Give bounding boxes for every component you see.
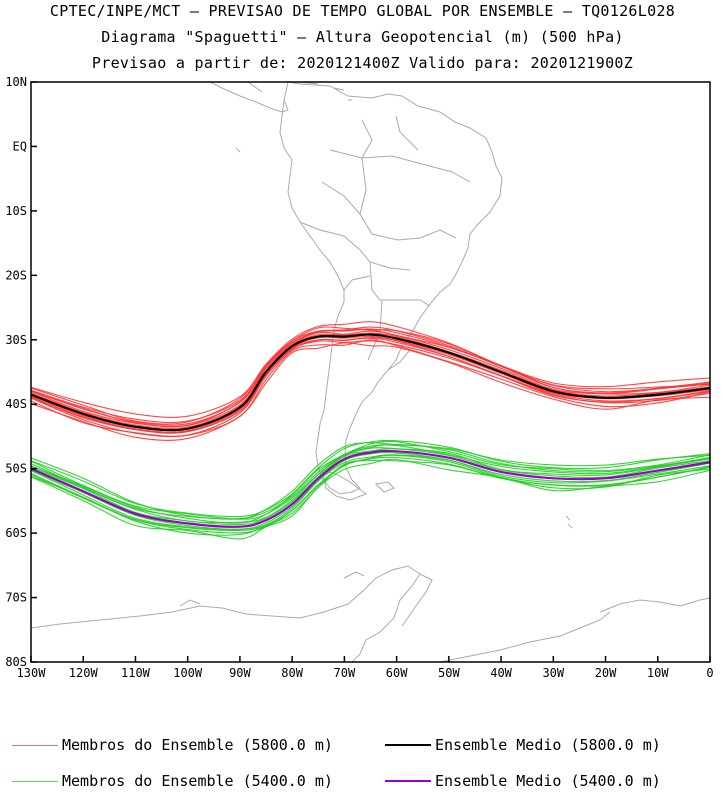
member-5800-line (31, 321, 710, 418)
legend-members-5800: Membros do Ensemble (5800.0 m) (12, 735, 333, 755)
lon-tick-label: 0 (706, 666, 713, 680)
lon-tick-label: 70W (334, 666, 356, 680)
legend-members-5400: Membros do Ensemble (5400.0 m) (12, 771, 333, 791)
member-5800-line (31, 326, 710, 425)
lon-tick-label: 30W (542, 666, 564, 680)
lat-tick-label: 30S (5, 333, 27, 347)
lat-tick-label: 60S (5, 526, 27, 540)
lon-tick-label: 130W (17, 666, 47, 680)
legend-members-5400-label: Membros do Ensemble (5400.0 m) (62, 772, 333, 790)
member-5400-line (31, 454, 710, 531)
member-5400-line (31, 442, 710, 520)
lat-tick-label: 40S (5, 397, 27, 411)
lat-tick-label: 10N (5, 75, 27, 89)
lon-tick-label: 10W (647, 666, 669, 680)
mean-5400-line (31, 449, 710, 528)
land-outlines (31, 82, 710, 662)
lat-tick-label: 10S (5, 204, 27, 218)
legend-mean-5800-label: Ensemble Medio (5800.0 m) (435, 736, 661, 754)
member-5400-line (31, 456, 710, 534)
south-america-coast (279, 82, 503, 495)
member-5400-line (31, 458, 710, 540)
member-5400-line (31, 447, 710, 524)
legend-mean-5400-swatch (385, 780, 431, 782)
member-5800-line (31, 337, 710, 434)
lat-tick-label: 80S (5, 655, 27, 669)
lat-tick-label: 20S (5, 268, 27, 282)
member-5800-line (31, 329, 710, 428)
member-5400-line (31, 452, 710, 530)
lon-tick-label: 90W (229, 666, 251, 680)
central-america-coast (209, 82, 289, 113)
antarctica-coast (31, 565, 710, 662)
title-line-3: Previsao a partir de: 2020121400Z Valido… (91, 54, 634, 72)
lon-tick-label: 80W (281, 666, 303, 680)
lat-tick-label: 50S (5, 462, 27, 476)
member-5800-line (31, 342, 710, 441)
lon-tick-label: 100W (173, 666, 203, 680)
lon-tick-label: 50W (438, 666, 460, 680)
lon-tick-label: 120W (69, 666, 99, 680)
lon-tick-label: 20W (595, 666, 617, 680)
member-5400-line (31, 459, 710, 536)
legend-mean-5800-swatch (385, 744, 431, 746)
lon-tick-label: 110W (121, 666, 151, 680)
lon-tick-label: 40W (490, 666, 512, 680)
legend-mean-5400-label: Ensemble Medio (5400.0 m) (435, 772, 661, 790)
caribbean-islands (235, 82, 352, 153)
antarctic-islands (179, 571, 365, 607)
member-5400-line (31, 448, 710, 526)
map-frame (30, 81, 711, 663)
lon-tick-label: 60W (386, 666, 408, 680)
map-background (31, 82, 710, 662)
legend-mean-5400: Ensemble Medio (5400.0 m) (385, 771, 661, 791)
south-georgia (565, 515, 573, 529)
legend-members-5800-swatch (12, 744, 58, 746)
title-line-2: Diagrama "Spaguetti" — Altura Geopotenci… (101, 28, 624, 46)
member-5800-line (31, 339, 710, 437)
member-5800-line (31, 332, 710, 429)
legend-mean-5800: Ensemble Medio (5800.0 m) (385, 735, 661, 755)
mean-5800-line (31, 333, 710, 432)
legend-members-5800-label: Membros do Ensemble (5800.0 m) (62, 736, 333, 754)
member-5400-line (31, 440, 710, 520)
lat-tick-label: EQ (13, 139, 27, 153)
tierra-del-fuego (321, 469, 395, 501)
title-line-1: CPTEC/INPE/MCT — PREVISAO DE TEMPO GLOBA… (49, 2, 676, 20)
member-5400-line (31, 439, 710, 518)
lat-tick-label: 70S (5, 591, 27, 605)
member-5800-line (31, 335, 710, 433)
legend-members-5400-swatch (12, 780, 58, 782)
